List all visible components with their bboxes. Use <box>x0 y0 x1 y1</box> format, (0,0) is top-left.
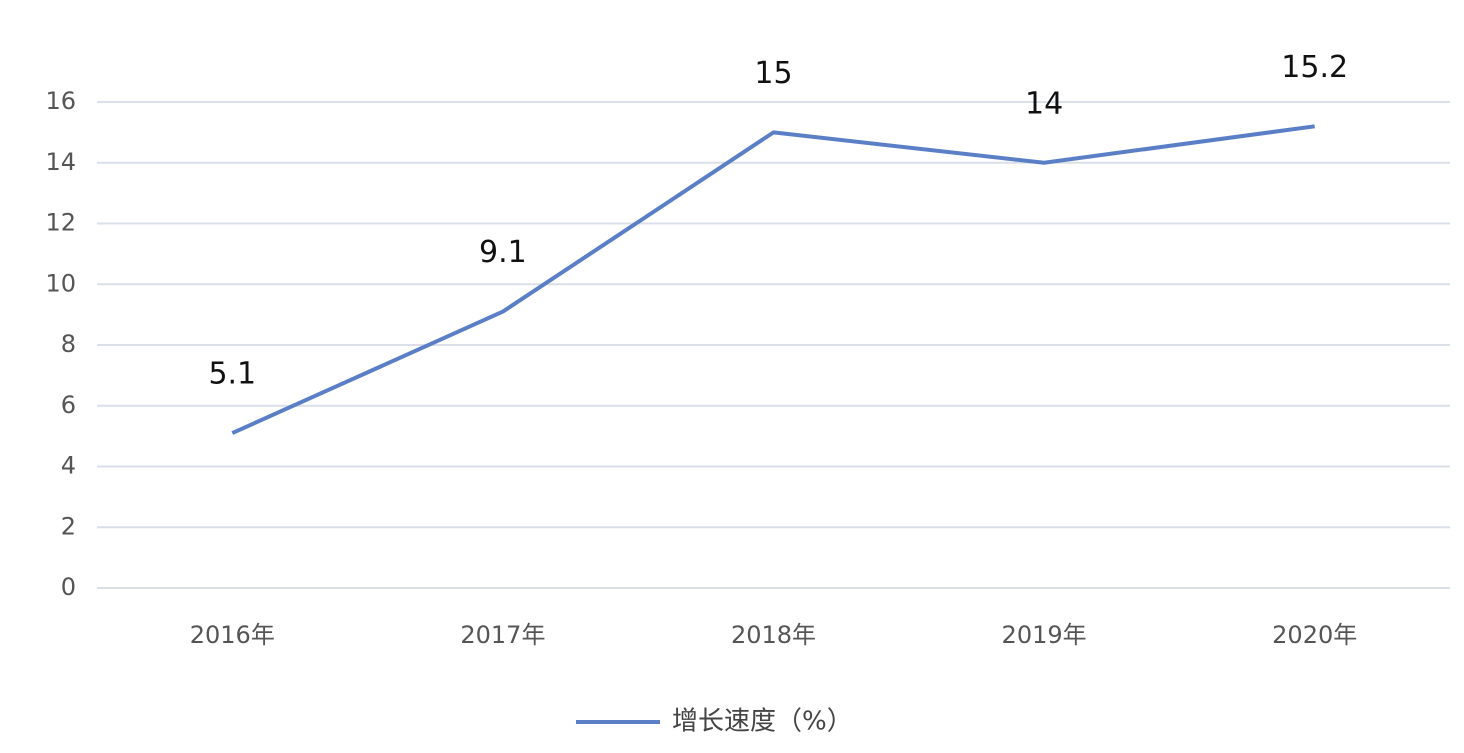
y-tick-label: 12 <box>45 209 76 237</box>
x-tick-label: 2018年 <box>731 621 816 649</box>
y-tick-label: 10 <box>45 269 76 297</box>
y-tick-label: 14 <box>45 148 76 176</box>
x-tick-label: 2020年 <box>1272 621 1357 649</box>
y-tick-label: 16 <box>45 87 76 115</box>
x-tick-label: 2016年 <box>190 621 275 649</box>
data-label: 15.2 <box>1281 50 1348 85</box>
y-tick-label: 6 <box>61 391 76 419</box>
data-label: 14 <box>1025 86 1063 121</box>
y-tick-label: 4 <box>61 452 76 480</box>
y-tick-label: 2 <box>61 512 76 540</box>
data-label: 15 <box>754 56 792 91</box>
data-label: 9.1 <box>479 235 527 270</box>
series-line <box>231 124 1315 435</box>
x-tick-label: 2017年 <box>460 621 545 649</box>
y-tick-label: 0 <box>61 573 76 601</box>
y-tick-label: 8 <box>61 330 76 358</box>
x-tick-label: 2019年 <box>1002 621 1087 649</box>
legend-label: 增长速度（%） <box>672 707 853 737</box>
data-label: 5.1 <box>208 357 256 392</box>
